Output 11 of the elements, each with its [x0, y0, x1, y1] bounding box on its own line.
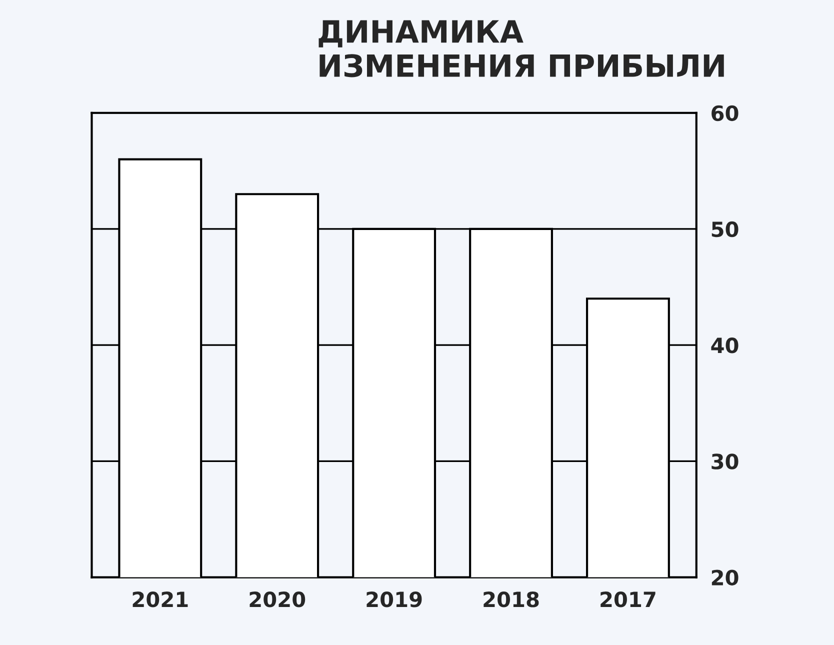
x-tick-label: 2021 [132, 592, 188, 608]
y-tick-label: 60 [712, 105, 738, 122]
y-tick-label: 50 [712, 221, 738, 238]
y-tick-label: 40 [711, 338, 738, 354]
x-tick-label: 2017 [600, 592, 656, 608]
x-tick-label: 2020 [250, 592, 306, 608]
chart-title: ДИНАМИКА ИЗМЕНЕНИЯ ПРИБЫЛИ [318, 20, 724, 78]
y-tick-label: 20 [712, 570, 738, 586]
x-tick-label: 2019 [366, 592, 422, 608]
y-tick-label: 30 [712, 454, 738, 470]
x-tick-label: 2018 [484, 592, 539, 608]
